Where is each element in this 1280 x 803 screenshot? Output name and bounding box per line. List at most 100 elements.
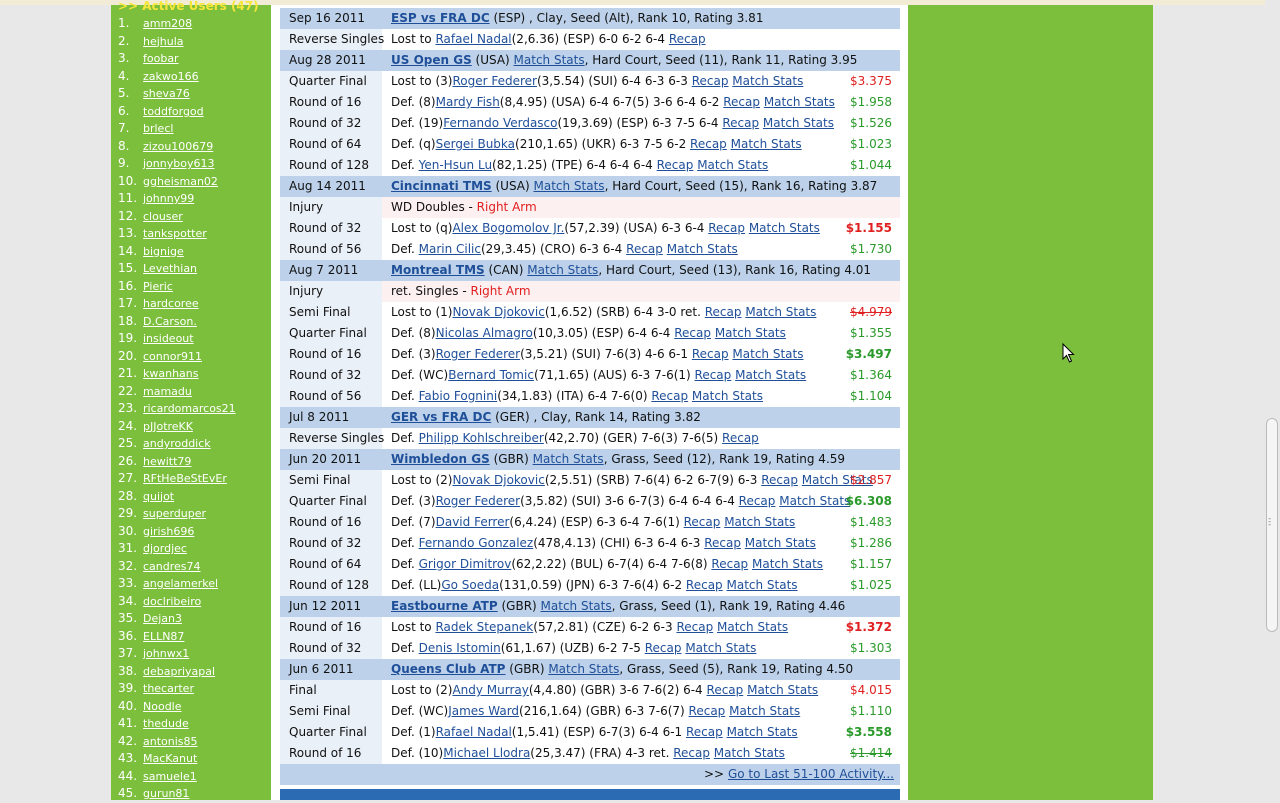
match-stats-link[interactable]: Match Stats (540, 599, 612, 613)
recap-link[interactable]: Recap (723, 95, 760, 109)
user-link[interactable]: sheva76 (143, 87, 190, 100)
recap-link[interactable]: Recap (706, 683, 744, 697)
user-link[interactable]: ricardomarcos21 (143, 402, 236, 415)
recap-link[interactable]: Recap (651, 389, 689, 403)
opponent-link[interactable]: Roger Federer (452, 74, 537, 88)
match-stats-link[interactable]: Match Stats (513, 53, 585, 67)
user-link[interactable]: MacKanut (143, 752, 198, 765)
user-link[interactable]: doclribeiro (143, 594, 202, 608)
match-stats-link[interactable]: Match Stats (747, 683, 819, 697)
opponent-link[interactable]: Andy Murray (452, 683, 529, 697)
recap-link[interactable]: Recap (685, 725, 723, 739)
match-stats-link[interactable]: Match Stats (730, 137, 802, 151)
match-stats-link[interactable]: Match Stats (685, 641, 757, 655)
user-link[interactable]: superduper (143, 507, 207, 520)
recap-link[interactable]: Recap (761, 473, 798, 487)
user-link[interactable]: foobar (143, 52, 179, 65)
opponent-link[interactable]: Novak Djokovic (452, 473, 545, 487)
user-link[interactable]: thedude (143, 717, 189, 730)
opponent-link[interactable]: Yen-Hsun Lu (418, 158, 493, 172)
opponent-link[interactable]: Radek Stepanek (435, 620, 534, 634)
user-link[interactable]: Levethian (143, 262, 198, 275)
opponent-link[interactable]: Rafael Nadal (435, 32, 512, 46)
match-stats-link[interactable]: Match Stats (726, 725, 798, 739)
user-link[interactable]: Dejan3 (143, 612, 183, 625)
user-link[interactable]: quijot (143, 489, 175, 503)
more-activity-link[interactable]: Go to Last 51-100 Activity... (727, 767, 894, 781)
opponent-link[interactable]: Fabio Fognini (418, 389, 498, 403)
match-stats-link[interactable]: Match Stats (532, 452, 604, 466)
opponent-link[interactable]: David Ferrer (435, 515, 510, 529)
user-link[interactable]: gurun81 (143, 787, 190, 800)
user-link[interactable]: djordjec (143, 542, 187, 555)
opponent-link[interactable]: Rafael Nadal (435, 725, 512, 739)
match-stats-link[interactable]: Match Stats (801, 473, 873, 487)
opponent-link[interactable]: Michael Llodra (443, 746, 531, 760)
user-link[interactable]: connor911 (143, 349, 202, 363)
tournament-link[interactable]: Montreal TMS (391, 263, 485, 277)
recap-link[interactable]: Recap (673, 746, 710, 760)
user-link[interactable]: andyroddick (143, 437, 211, 450)
user-link[interactable]: RFtHeBeStEvEr (143, 472, 227, 485)
user-link[interactable]: D.Carson. (143, 314, 197, 328)
opponent-link[interactable]: Mardy Fish (435, 95, 500, 109)
recap-link[interactable]: Recap (644, 641, 682, 655)
user-link[interactable]: johnny99 (143, 192, 195, 205)
match-stats-link[interactable]: Match Stats (548, 662, 620, 676)
match-stats-link[interactable]: Match Stats (779, 494, 851, 508)
opponent-link[interactable]: Sergei Bubka (435, 137, 516, 151)
match-stats-link[interactable]: Match Stats (726, 578, 798, 592)
match-stats-link[interactable]: Match Stats (527, 263, 599, 277)
tournament-link[interactable]: US Open GS (391, 53, 472, 67)
match-stats-link[interactable]: Match Stats (745, 305, 817, 319)
match-stats-link[interactable]: Match Stats (724, 515, 796, 529)
opponent-link[interactable]: Bernard Tomic (448, 368, 534, 382)
user-link[interactable]: thecarter (143, 682, 194, 695)
user-link[interactable]: ggheisman02 (143, 174, 218, 188)
user-link[interactable]: insideout (143, 332, 194, 345)
opponent-link[interactable]: Alex Bogomolov Jr. (452, 221, 565, 235)
user-link[interactable]: debapriyapal (143, 664, 216, 678)
recap-link[interactable]: Recap (626, 242, 663, 256)
match-stats-link[interactable]: Match Stats (763, 95, 835, 109)
user-link[interactable]: zizou100679 (143, 139, 214, 153)
recap-link[interactable]: Recap (685, 578, 723, 592)
recap-link[interactable]: Recap (722, 431, 759, 445)
recap-link[interactable]: Recap (690, 137, 727, 151)
recap-link[interactable]: Recap (688, 704, 726, 718)
match-stats-link[interactable]: Match Stats (744, 536, 816, 550)
match-stats-link[interactable]: Match Stats (714, 326, 786, 340)
recap-link[interactable]: Recap (676, 620, 714, 634)
match-stats-link[interactable]: Match Stats (752, 557, 824, 571)
match-stats-link[interactable]: Match Stats (762, 116, 834, 130)
match-stats-link[interactable]: Match Stats (729, 704, 801, 718)
user-link[interactable]: candres74 (143, 559, 201, 573)
recap-link[interactable]: Recap (691, 347, 729, 361)
match-stats-link[interactable]: Match Stats (697, 158, 769, 172)
match-stats-link[interactable]: Match Stats (735, 368, 807, 382)
opponent-link[interactable]: Fernando Gonzalez (418, 536, 534, 550)
match-stats-link[interactable]: Match Stats (533, 179, 605, 193)
opponent-link[interactable]: James Ward (448, 704, 520, 718)
tournament-link[interactable]: GER vs FRA DC (391, 410, 492, 424)
user-link[interactable]: tankspotter (143, 227, 207, 240)
opponent-link[interactable]: Novak Djokovic (452, 305, 545, 319)
user-link[interactable]: zakwo166 (143, 69, 199, 83)
match-stats-link[interactable]: Match Stats (748, 221, 820, 235)
recap-link[interactable]: Recap (683, 515, 721, 529)
match-stats-link[interactable]: Match Stats (691, 389, 763, 403)
opponent-link[interactable]: Denis Istomin (418, 641, 501, 655)
tournament-link[interactable]: Wimbledon GS (391, 452, 490, 466)
opponent-link[interactable]: Grigor Dimitrov (418, 557, 512, 571)
recap-link[interactable]: Recap (711, 557, 749, 571)
scrollbar-thumb[interactable] (1266, 418, 1278, 632)
user-link[interactable]: mamadu (143, 384, 192, 398)
match-stats-link[interactable]: Match Stats (732, 347, 804, 361)
recap-link[interactable]: Recap (668, 32, 706, 46)
user-link[interactable]: johnwx1 (143, 647, 190, 660)
recap-link[interactable]: Recap (708, 221, 745, 235)
recap-link[interactable]: Recap (704, 305, 742, 319)
user-link[interactable]: hewitt79 (143, 454, 192, 468)
recap-link[interactable]: Recap (704, 536, 741, 550)
user-link[interactable]: brlecl (143, 122, 174, 135)
